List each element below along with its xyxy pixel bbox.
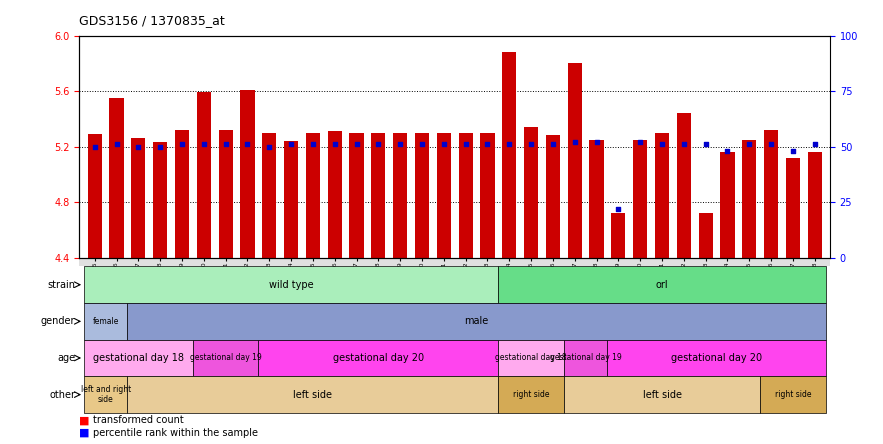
Point [240,141,254,148]
Text: ■: ■ [79,428,90,438]
Text: right side: right side [774,390,811,399]
Text: ■: ■ [79,416,90,425]
Text: female: female [93,317,119,326]
Text: left and right
side: left and right side [80,385,131,404]
Bar [633,139,647,258]
Text: percentile rank within the sample: percentile rank within the sample [93,428,258,438]
Bar [611,213,625,258]
Point [175,141,189,148]
Text: transformed count: transformed count [93,416,184,425]
Bar [458,133,472,258]
Point [350,141,364,148]
Text: male: male [464,316,488,326]
Bar [219,130,233,258]
Text: gestational day 19: gestational day 19 [190,353,261,362]
Point [721,147,735,155]
Bar [415,133,429,258]
Bar [153,143,167,258]
Point [437,141,451,148]
Point [655,141,669,148]
Text: left side: left side [643,389,682,400]
Bar [524,127,539,258]
Bar [655,133,669,258]
Bar [546,135,560,258]
Bar [87,134,102,258]
Text: wild type: wild type [268,280,313,290]
Point [328,141,342,148]
Point [633,139,647,146]
Bar [175,130,189,258]
Point [480,141,494,148]
Point [786,147,800,155]
Point [132,143,146,150]
Point [546,141,560,148]
Point [393,141,407,148]
Point [219,141,233,148]
Bar [371,133,386,258]
Point [568,139,582,146]
Bar [743,139,757,258]
Point [590,139,604,146]
Point [284,141,298,148]
Text: other: other [49,389,75,400]
Text: age: age [57,353,75,363]
Bar [197,92,211,258]
Text: gestational day 20: gestational day 20 [671,353,762,363]
Bar [306,133,320,258]
Point [524,141,538,148]
Point [87,143,102,150]
Point [611,205,625,212]
Point [698,141,713,148]
Point [808,141,822,148]
Bar [590,139,604,258]
Text: gestational day 19: gestational day 19 [550,353,622,362]
Point [372,141,386,148]
Bar [437,133,451,258]
Text: gestational day 18: gestational day 18 [93,353,184,363]
Bar [698,213,713,258]
Point [306,141,320,148]
Point [415,141,429,148]
Bar [393,133,407,258]
Text: gender: gender [41,316,75,326]
Bar [480,133,494,258]
Bar [786,158,800,258]
Text: right side: right side [513,390,549,399]
Text: gestational day 20: gestational day 20 [333,353,424,363]
Bar [676,113,691,258]
Bar [240,90,254,258]
Text: left side: left side [293,389,332,400]
Point [743,141,757,148]
Point [458,141,472,148]
Bar [328,131,342,258]
Bar [721,152,735,258]
Bar [764,130,778,258]
Point [764,141,778,148]
Text: GDS3156 / 1370835_at: GDS3156 / 1370835_at [79,14,225,27]
Bar [284,141,298,258]
Bar [568,63,582,258]
Point [153,143,167,150]
Text: orl: orl [656,280,668,290]
Bar [262,133,276,258]
Text: gestational day 18: gestational day 18 [495,353,567,362]
Point [197,141,211,148]
Bar [808,152,822,258]
Bar [502,52,517,258]
Text: strain: strain [47,280,75,290]
Point [109,141,124,148]
Point [262,143,276,150]
Bar [109,98,124,258]
Point [502,141,517,148]
Bar [350,133,364,258]
Point [676,141,691,148]
Bar [132,138,146,258]
